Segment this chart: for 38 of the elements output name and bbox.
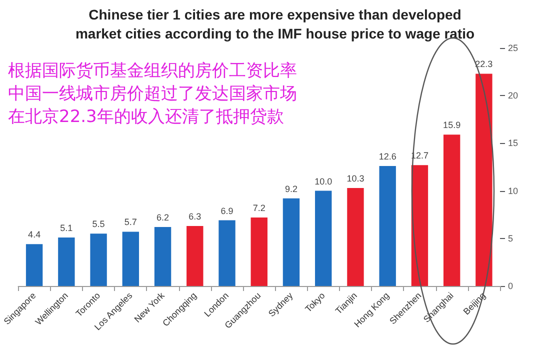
data-label: 6.2 bbox=[156, 212, 170, 222]
bar bbox=[26, 244, 43, 286]
annotation: 在北京22.3年的收入还清了抵押贷款 bbox=[8, 106, 285, 129]
y-tick-label: 0 bbox=[508, 281, 514, 291]
bar bbox=[282, 198, 300, 286]
y-tick-label: 10 bbox=[508, 186, 518, 196]
y-tick-label: 15 bbox=[508, 138, 518, 148]
data-label: 10.0 bbox=[314, 176, 332, 186]
bar bbox=[250, 217, 268, 286]
bar bbox=[379, 166, 396, 286]
data-label: 4.4 bbox=[28, 230, 41, 240]
data-label: 5.1 bbox=[60, 222, 73, 233]
chart-title: Chinese tier 1 cities are more expensive than developed market cities according to the IMF house price to wage ratio bbox=[75, 6, 475, 42]
annotation: 根据国际货币基金组织的房价工资比率 bbox=[8, 60, 297, 83]
y-tick-label: 20 bbox=[508, 90, 518, 101]
annotation: 中国一线城市房价超过了发达国家市场 bbox=[8, 83, 297, 106]
bar bbox=[58, 237, 75, 286]
bar bbox=[411, 165, 428, 286]
bar bbox=[443, 134, 460, 286]
data-label: 7.2 bbox=[252, 202, 266, 213]
bar bbox=[90, 234, 107, 286]
bar bbox=[154, 226, 172, 286]
bar bbox=[315, 190, 332, 286]
data-label: 5.7 bbox=[124, 217, 137, 228]
bar bbox=[347, 188, 364, 286]
data-label: 6.3 bbox=[188, 212, 202, 222]
data-label: 15.9 bbox=[443, 120, 461, 130]
data-label: 10.3 bbox=[346, 173, 364, 184]
bar bbox=[218, 220, 236, 286]
y-tick-label: 5 bbox=[508, 233, 514, 244]
data-label: 6.9 bbox=[220, 206, 234, 216]
bar bbox=[186, 226, 204, 286]
data-label: 12.6 bbox=[378, 152, 396, 162]
y-tick-label: 25 bbox=[508, 43, 518, 53]
bar bbox=[122, 232, 140, 286]
bar bbox=[476, 74, 492, 286]
data-label: 5.5 bbox=[92, 219, 105, 230]
data-label: 9.2 bbox=[284, 184, 298, 194]
